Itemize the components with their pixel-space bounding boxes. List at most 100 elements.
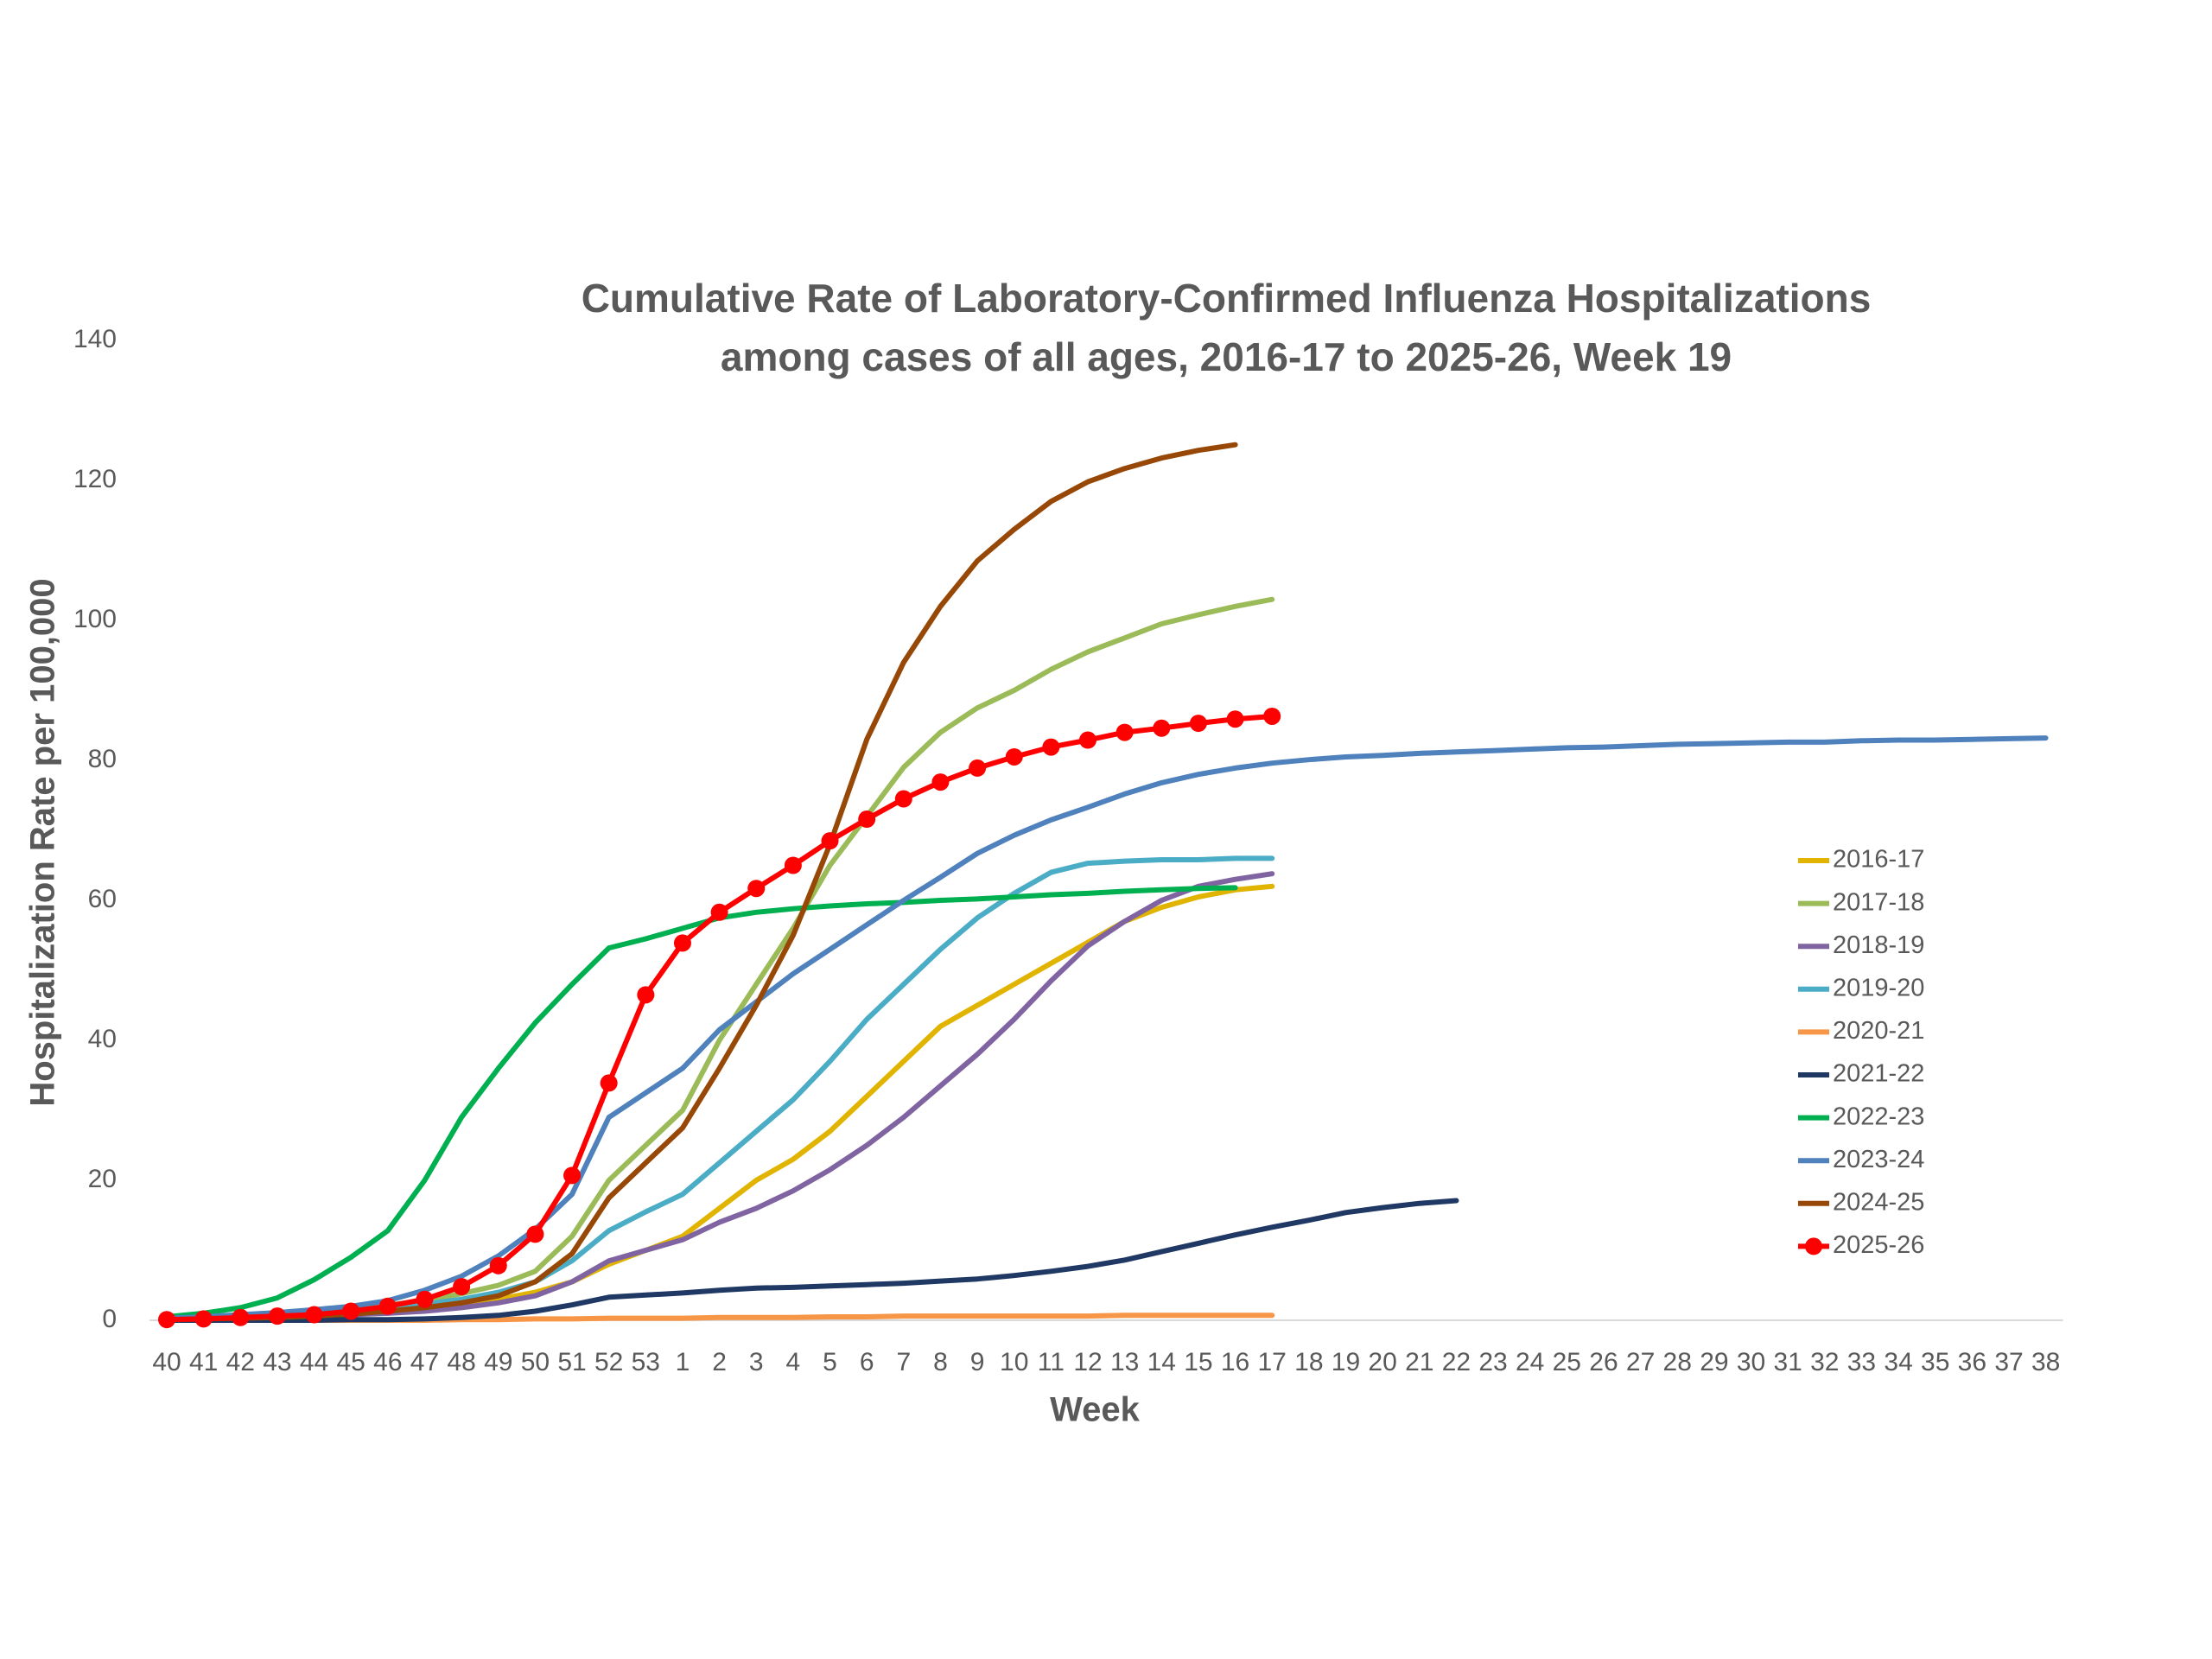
series-line (164, 883, 1275, 1323)
series-marker (600, 1074, 618, 1092)
x-tick-label: 48 (447, 1348, 475, 1376)
x-tick-label: 10 (1000, 1348, 1028, 1376)
series-marker (784, 856, 802, 874)
series-marker (710, 903, 728, 921)
y-tick-label: 140 (73, 325, 117, 353)
legend-label: 2021-22 (1833, 1060, 1924, 1088)
series-line (164, 735, 2049, 1321)
x-tick-label: 13 (1110, 1348, 1139, 1376)
x-tick-label: 42 (226, 1348, 255, 1376)
x-tick-label: 50 (521, 1348, 550, 1376)
x-tick-label: 6 (860, 1348, 874, 1376)
y-axis-label: Hospitalization Rate per 100,000 (24, 578, 62, 1106)
series-marker (563, 1166, 582, 1185)
series-marker (416, 1290, 434, 1308)
series-marker (232, 1308, 250, 1326)
x-tick-label: 23 (1478, 1348, 1507, 1376)
x-tick-label: 1 (676, 1348, 690, 1376)
x-tick-label: 49 (484, 1348, 512, 1376)
x-tick-label: 11 (1038, 1348, 1065, 1376)
x-tick-label: 32 (1810, 1348, 1839, 1376)
series-marker (1189, 715, 1207, 733)
x-tick-label: 18 (1294, 1348, 1323, 1376)
y-tick-label: 120 (73, 465, 117, 493)
legend-label: 2025-26 (1833, 1231, 1924, 1259)
x-tick-label: 2 (712, 1348, 727, 1376)
series-marker (158, 1311, 175, 1329)
x-tick-label: 36 (1958, 1348, 1986, 1376)
series-line (164, 855, 1275, 1323)
x-tick-label: 31 (1773, 1348, 1802, 1376)
legend-label: 2020-21 (1833, 1017, 1924, 1045)
x-tick-label: 19 (1332, 1348, 1360, 1376)
series-marker (637, 986, 655, 1004)
legend-label: 2017-18 (1833, 888, 1924, 916)
x-tick-label: 21 (1405, 1348, 1433, 1376)
series-line (164, 871, 1275, 1323)
x-tick-label: 30 (1737, 1348, 1765, 1376)
chart-title: among cases of all ages, 2016-17 to 2025… (721, 334, 1732, 379)
y-tick-label: 40 (88, 1025, 117, 1053)
x-tick-label: 4 (786, 1348, 801, 1376)
series-line (164, 442, 1238, 1323)
series-marker (931, 773, 950, 791)
x-tick-label: 8 (933, 1348, 948, 1376)
series-marker (894, 790, 912, 808)
series-line (164, 1198, 1459, 1323)
x-tick-label: 3 (749, 1348, 764, 1376)
series-marker (378, 1297, 397, 1315)
x-tick-label: 45 (337, 1348, 365, 1376)
x-axis-label: Week (1050, 1391, 1141, 1429)
x-tick-label: 40 (152, 1348, 181, 1376)
x-tick-label: 51 (557, 1348, 586, 1376)
series-marker (821, 832, 839, 850)
x-tick-label: 35 (1921, 1348, 1949, 1376)
x-tick-label: 34 (1884, 1348, 1912, 1376)
x-tick-label: 43 (263, 1348, 291, 1376)
legend-label: 2024-25 (1833, 1188, 1924, 1216)
series-marker (1005, 747, 1023, 766)
legend-label: 2019-20 (1833, 974, 1924, 1001)
x-tick-label: 27 (1626, 1348, 1655, 1376)
series-marker (673, 934, 691, 952)
series-marker (194, 1310, 213, 1328)
series-marker (1042, 738, 1060, 756)
y-tick-label: 80 (88, 745, 117, 773)
series-marker (858, 810, 876, 829)
x-tick-label: 7 (896, 1348, 911, 1376)
x-tick-label: 47 (410, 1348, 439, 1376)
series-marker (1116, 723, 1134, 741)
x-tick-label: 44 (300, 1348, 328, 1376)
x-tick-label: 29 (1700, 1348, 1728, 1376)
x-tick-label: 5 (823, 1348, 837, 1376)
x-tick-label: 41 (189, 1348, 218, 1376)
x-tick-label: 12 (1073, 1348, 1102, 1376)
x-tick-label: 22 (1442, 1348, 1471, 1376)
series-marker (489, 1256, 507, 1274)
series-marker (526, 1225, 544, 1243)
legend-label: 2022-23 (1833, 1103, 1924, 1130)
x-tick-label: 38 (2031, 1348, 2060, 1376)
series-line (164, 714, 1275, 1323)
series-line (164, 885, 1238, 1319)
x-tick-label: 26 (1589, 1348, 1618, 1376)
x-tick-label: 46 (373, 1348, 402, 1376)
y-tick-label: 20 (88, 1165, 117, 1193)
series-marker (1263, 707, 1281, 725)
series-marker (1079, 731, 1096, 749)
x-tick-label: 37 (1994, 1348, 2023, 1376)
x-tick-label: 16 (1221, 1348, 1249, 1376)
legend-label: 2016-17 (1833, 846, 1924, 874)
series-marker (305, 1306, 323, 1324)
legend-marker (1805, 1237, 1822, 1255)
x-tick-label: 53 (632, 1348, 660, 1376)
y-tick-label: 60 (88, 885, 117, 913)
series-marker (342, 1302, 360, 1320)
x-tick-label: 15 (1184, 1348, 1212, 1376)
x-tick-label: 28 (1663, 1348, 1692, 1376)
legend-label: 2018-19 (1833, 931, 1924, 959)
y-tick-label: 0 (102, 1305, 117, 1333)
series-marker (1226, 710, 1244, 728)
x-tick-label: 33 (1847, 1348, 1876, 1376)
